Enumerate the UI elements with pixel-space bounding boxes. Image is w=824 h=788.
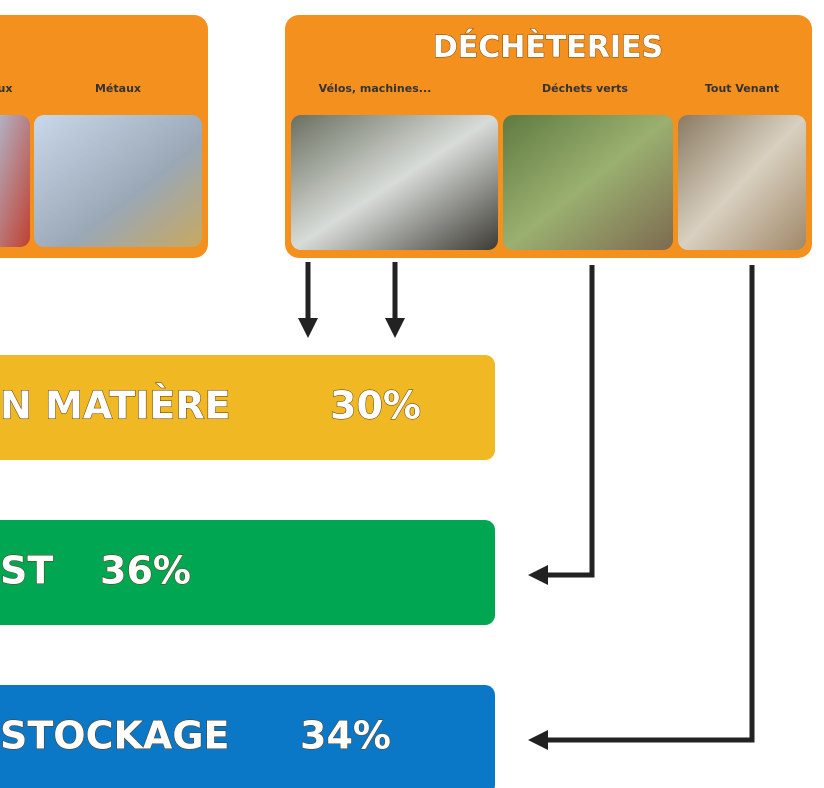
outcome-box	[0, 520, 495, 625]
arrowhead	[385, 318, 405, 338]
page: {"left_panel": {"labels": ["ux", "Métaux…	[0, 0, 824, 788]
panel-label: Tout Venant	[705, 82, 779, 95]
panel-label: Vélos, machines...	[319, 82, 432, 95]
photo	[0, 115, 30, 247]
outcome-label: STOCKAGE	[0, 714, 229, 758]
panel-title: DÉCHÈTERIES	[433, 29, 663, 65]
panel-label: ux	[0, 82, 12, 95]
outcome-share: 36%	[100, 549, 191, 593]
panel-label: Métaux	[95, 82, 141, 95]
outcome-label: N MATIÈRE	[0, 384, 231, 428]
arrowhead	[298, 318, 318, 338]
outcome-label: ST	[0, 549, 53, 593]
arrow	[545, 265, 752, 740]
arrowhead	[528, 730, 548, 750]
photo	[678, 115, 806, 250]
panel-label: Déchets verts	[542, 82, 628, 95]
arrow	[545, 265, 592, 575]
photo	[503, 115, 673, 250]
arrows	[298, 262, 752, 750]
diagram: ux Métaux DÉCHÈTERIES Vélos, machines...…	[0, 0, 824, 788]
photo	[34, 115, 202, 247]
outcome-share: 30%	[330, 384, 421, 428]
outcome-share: 34%	[300, 714, 391, 758]
photo	[291, 115, 498, 250]
arrowhead	[528, 565, 548, 585]
